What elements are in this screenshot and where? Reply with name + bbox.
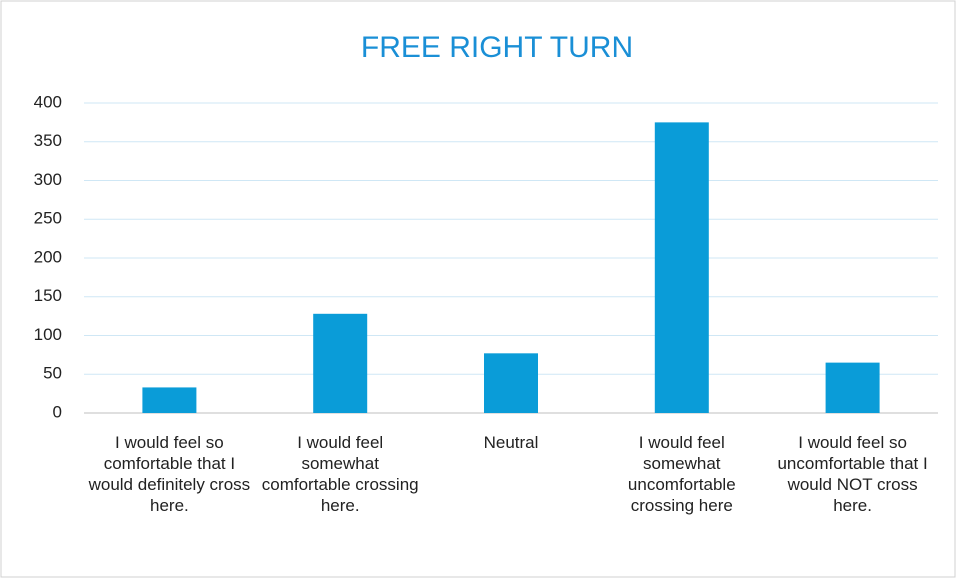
y-tick-label: 200 (34, 247, 62, 266)
y-tick-label: 400 (34, 92, 62, 111)
x-tick-label: I would feel somewhat comfortable crossi… (261, 433, 419, 515)
y-tick-label: 50 (43, 364, 62, 383)
bar (825, 362, 880, 413)
y-tick-label: 0 (53, 402, 62, 421)
x-tick-label: Neutral (483, 433, 539, 452)
bar (142, 387, 197, 413)
bar (654, 122, 709, 413)
chart-title: FREE RIGHT TURN (361, 31, 633, 64)
x-tick-label: I would feel somewhat uncomfortable cros… (627, 433, 736, 515)
x-tick-label: I would feel so comfortable that I would… (88, 433, 251, 515)
y-tick-label: 250 (34, 209, 62, 228)
y-tick-label: 100 (34, 325, 62, 344)
y-tick-label: 350 (34, 131, 62, 150)
x-tick-label: I would feel so uncomfortable that I wou… (777, 433, 928, 515)
y-tick-label: 150 (34, 286, 62, 305)
y-tick-label: 300 (34, 170, 62, 189)
bar (484, 353, 538, 413)
bar (313, 313, 368, 413)
